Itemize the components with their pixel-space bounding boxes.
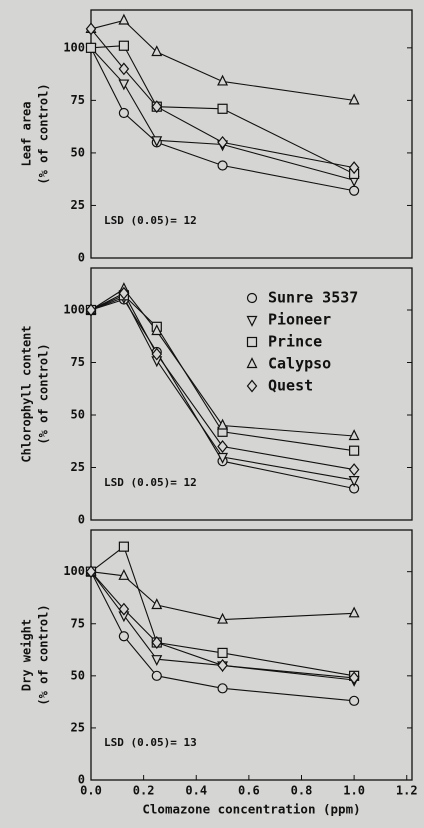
y-tick-label: 75	[71, 355, 85, 369]
marker	[217, 452, 229, 464]
marker	[349, 185, 360, 196]
marker	[118, 286, 130, 300]
marker	[151, 100, 163, 114]
x-tick-label: 1.0	[343, 784, 365, 798]
marker	[118, 40, 129, 51]
y-axis-label: Chlorophyll content	[20, 325, 34, 462]
marker	[118, 568, 130, 580]
y-tick-label: 50	[71, 668, 85, 682]
x-tick-label: 0.2	[133, 784, 155, 798]
legend-label: Quest	[268, 377, 313, 395]
y-tick-label: 75	[71, 93, 85, 107]
marker	[348, 429, 360, 441]
marker	[151, 45, 163, 57]
y-tick-label: 50	[71, 408, 85, 422]
annotation: LSD (0.05)= 13	[104, 736, 197, 749]
marker	[349, 695, 360, 706]
legend-marker	[246, 379, 258, 393]
marker	[217, 418, 229, 430]
marker	[118, 13, 130, 25]
marker	[85, 565, 97, 579]
marker	[151, 136, 163, 148]
y-tick-label: 25	[71, 460, 85, 474]
marker	[217, 160, 228, 171]
y-tick-label: 50	[71, 145, 85, 159]
marker	[151, 670, 162, 681]
y-tick-label: 0	[78, 773, 85, 787]
y-tick-label: 100	[63, 564, 85, 578]
marker	[151, 598, 163, 610]
marker	[217, 612, 229, 624]
marker	[217, 74, 229, 86]
marker	[118, 602, 130, 616]
y-axis-label: (% of control)	[37, 83, 51, 184]
y-tick-label: 75	[71, 616, 85, 630]
legend-label: Pioneer	[268, 311, 331, 329]
marker	[85, 303, 97, 317]
y-tick-label: 100	[63, 303, 85, 317]
marker	[217, 135, 228, 149]
y-tick-label: 0	[78, 513, 85, 527]
marker	[348, 161, 360, 175]
legend-label: Calypso	[268, 355, 331, 373]
legend-label: Sunre 3537	[268, 289, 358, 307]
marker	[118, 107, 129, 119]
y-tick-label: 100	[63, 40, 85, 54]
marker	[151, 347, 163, 361]
legend-marker	[246, 292, 258, 304]
series-line	[90, 19, 355, 101]
marker	[348, 476, 360, 487]
series-line	[90, 571, 355, 702]
marker	[118, 79, 130, 91]
marker	[85, 22, 97, 36]
legend-label: Prince	[268, 333, 322, 351]
x-tick-label: 0.8	[291, 784, 313, 798]
marker	[85, 42, 97, 53]
y-tick-label: 25	[71, 198, 85, 212]
series-line	[90, 571, 355, 621]
plot-frame	[90, 267, 413, 521]
legend-marker	[246, 315, 258, 327]
annotation: LSD (0.05)= 12	[104, 476, 197, 489]
marker	[217, 683, 228, 694]
x-tick-label: 0.0	[80, 784, 102, 798]
y-axis-label: Dry weight	[20, 619, 34, 691]
y-axis-label: Leaf area	[20, 101, 34, 166]
y-tick-label: 0	[78, 251, 85, 265]
marker	[217, 103, 228, 114]
marker	[217, 658, 228, 672]
y-axis-label: (% of control)	[37, 343, 51, 444]
y-axis-label: (% of control)	[37, 604, 51, 705]
marker	[348, 606, 360, 618]
marker	[118, 541, 129, 552]
marker	[118, 62, 130, 76]
marker	[348, 93, 360, 105]
marker	[349, 445, 360, 456]
marker	[348, 671, 360, 685]
marker	[217, 440, 228, 453]
x-axis-label: Clomazone concentration (ppm)	[142, 802, 360, 817]
annotation: LSD (0.05)= 12	[104, 214, 197, 227]
plot-frame	[90, 9, 413, 259]
y-tick-label: 25	[71, 720, 85, 734]
marker	[217, 647, 228, 659]
marker	[151, 636, 163, 649]
marker	[348, 463, 360, 477]
marker	[118, 631, 129, 642]
x-tick-label: 0.6	[238, 784, 260, 798]
marker	[151, 655, 163, 667]
plot-frame	[90, 529, 413, 781]
legend-marker	[246, 357, 258, 369]
x-tick-label: 0.4	[185, 784, 207, 798]
x-tick-label: 1.2	[396, 784, 418, 798]
marker	[151, 324, 163, 336]
legend-marker	[246, 336, 258, 348]
